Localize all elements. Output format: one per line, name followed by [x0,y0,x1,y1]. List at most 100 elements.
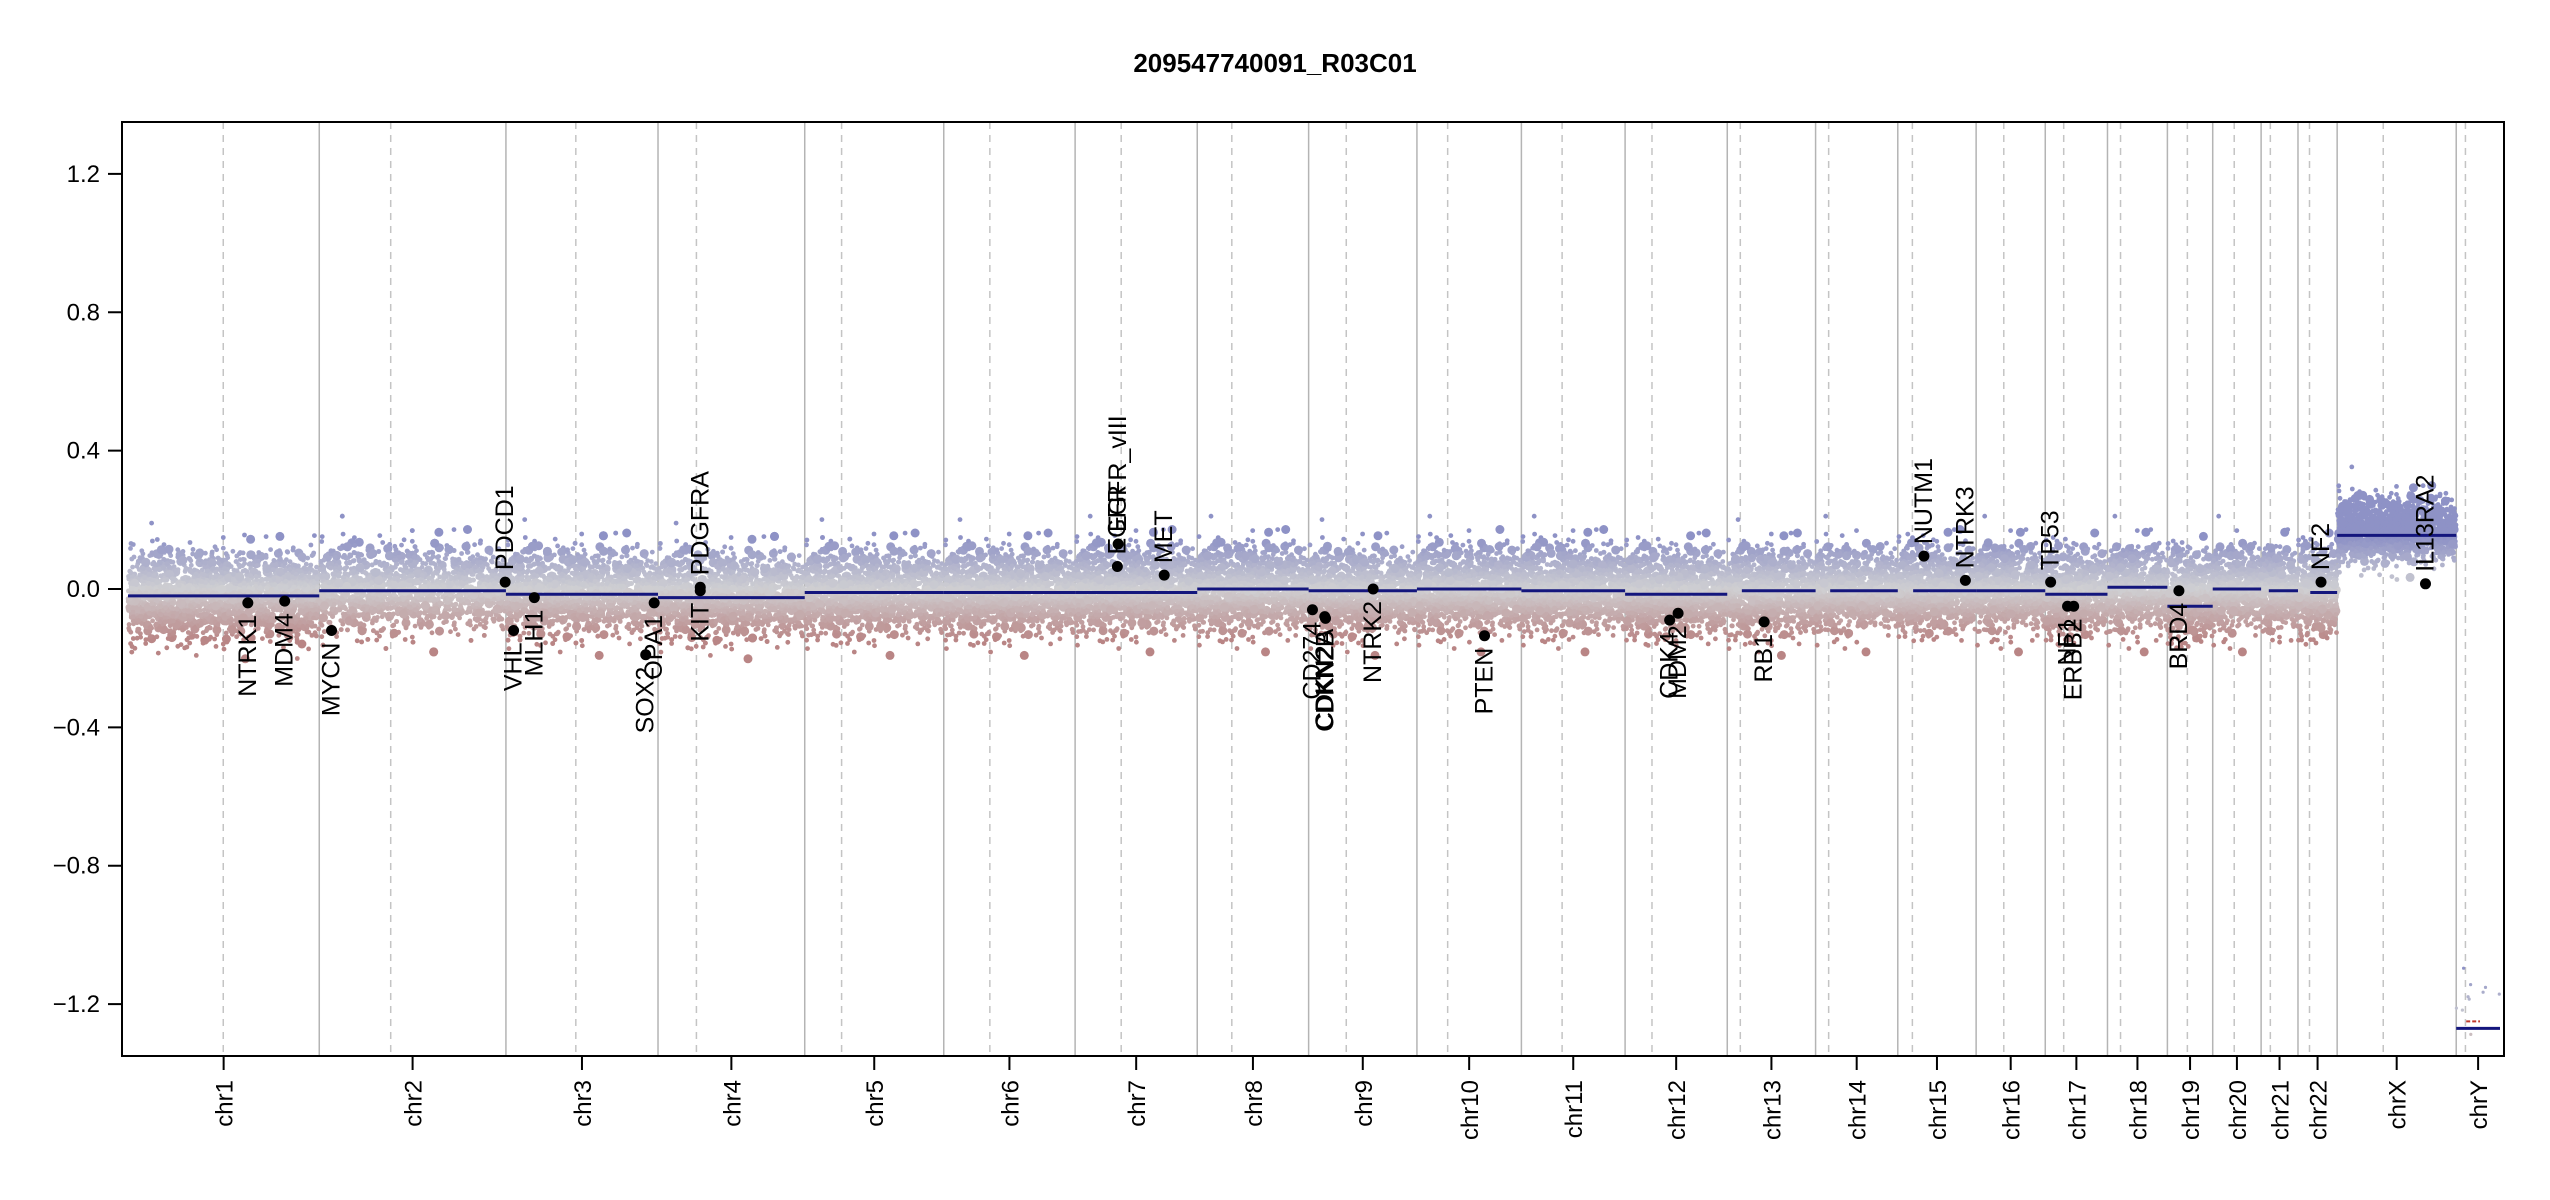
probe-point [321,557,327,563]
probe-point [367,598,373,603]
probe-point [330,613,335,619]
probe-point [153,622,159,628]
probe-point [304,607,310,613]
probe-point [244,569,250,574]
probe-point [183,567,189,573]
probe-point [396,629,401,635]
probe-point [141,558,151,568]
probe-point [180,627,185,633]
chart-title: 209547740091_R03C01 [1133,48,1416,78]
probe-point [291,584,297,590]
probe-point [406,604,412,610]
probe-point [400,568,406,574]
probe-point [299,573,304,578]
probe-point [265,608,271,614]
probe-point [439,545,444,551]
probe-point [356,578,362,584]
probe-point [437,600,443,606]
probe-point [169,559,174,565]
probe-point [392,576,397,581]
probe-point [425,613,430,619]
probe-point [435,626,444,636]
probe-point [271,607,276,613]
probe-point [309,620,315,626]
probe-point [385,606,390,611]
probe-point [610,632,616,638]
probe-point [360,599,366,605]
probe-point [216,560,222,566]
probe-point [376,604,382,610]
probe-point [353,598,359,603]
probe-point [143,637,149,642]
probe-point [235,572,245,582]
probe-point [370,620,375,626]
probe-point [210,580,216,586]
probe-point [205,589,211,595]
probe-point [241,585,247,590]
probe-point [484,610,489,616]
probe-point [361,622,367,628]
probe-point [128,541,134,546]
probe-point [457,611,463,617]
probe-point [377,592,382,598]
probe-point [164,645,170,651]
probe-point [136,626,142,632]
probe-point [425,567,430,572]
probe-point [616,635,622,641]
probe-point [258,578,263,583]
probe-point [258,607,264,613]
probe-point [338,546,343,552]
probe-point [402,582,407,587]
probe-point [410,573,415,579]
probe-point [426,550,432,555]
probe-point [435,596,441,602]
probe-point [290,545,296,551]
probe-point [275,531,285,541]
probe-point [409,528,415,533]
probe-point [496,617,502,622]
probe-point [162,577,167,583]
probe-point [385,568,391,574]
probe-point [278,556,283,562]
probe-point [140,608,145,614]
probe-point [199,579,205,584]
probe-point [357,626,367,636]
probe-point [130,618,136,624]
probe-point [466,605,472,611]
probe-point [185,608,191,614]
probe-point [352,543,358,548]
probe-point [150,538,155,544]
probe-point [472,542,477,548]
probe-point [154,634,160,640]
probe-point [353,602,358,608]
probe-point [173,569,179,574]
probe-point [392,551,398,557]
probe-point [387,581,393,587]
probe-point [184,644,190,650]
probe-point [481,633,487,638]
probe-point [136,618,142,623]
probe-point [337,607,343,613]
probe-point [456,592,461,598]
probe-point [483,620,489,625]
probe-point [190,634,196,640]
probe-point [355,551,361,557]
probe-point [398,601,404,606]
probe-point [277,606,282,611]
probe-point [405,552,411,557]
probe-point [284,549,290,554]
probe-point [200,630,206,636]
probe-point [311,615,316,621]
probe-point [130,564,136,570]
probe-point [283,567,289,573]
probe-point [308,542,314,548]
probe-point [424,555,430,561]
probe-point [454,580,460,586]
probe-point [435,555,440,560]
probe-point [334,594,340,600]
probe-point [149,601,155,606]
probe-point [394,619,399,624]
probe-point [435,584,440,589]
probe-point [193,653,199,658]
probe-point [230,548,236,554]
